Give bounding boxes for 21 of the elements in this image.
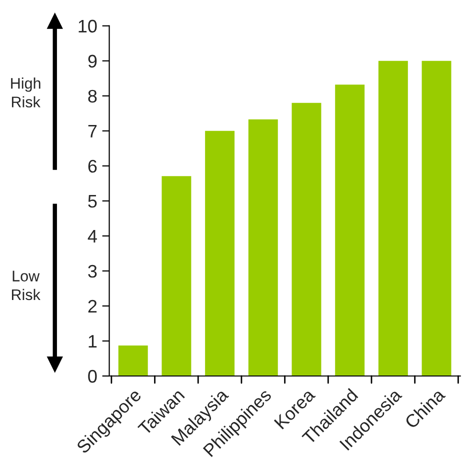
bar (248, 119, 278, 376)
bar (205, 130, 235, 376)
bar (335, 84, 365, 376)
y-tick-label: 2 (88, 300, 97, 313)
y-tick-label: 4 (88, 230, 97, 242)
y-tick-label: 8 (88, 90, 97, 103)
bar (118, 346, 148, 376)
y-tick-label: 6 (88, 160, 97, 173)
y-tick-label: 10 (78, 20, 97, 33)
bar (378, 60, 408, 376)
y-tick-label: 3 (88, 264, 97, 278)
bar (422, 60, 452, 376)
y-tick-label: 5 (88, 195, 97, 208)
y-tick-label: 1 (88, 335, 97, 348)
text: Low Risk (12, 270, 40, 300)
y-tick-label: 7 (88, 125, 97, 138)
y-tick-label: 0 (88, 370, 97, 383)
bar (292, 102, 322, 376)
y-tick-label: 9 (88, 54, 97, 68)
bar (162, 176, 192, 376)
text: High Risk (11, 78, 40, 108)
